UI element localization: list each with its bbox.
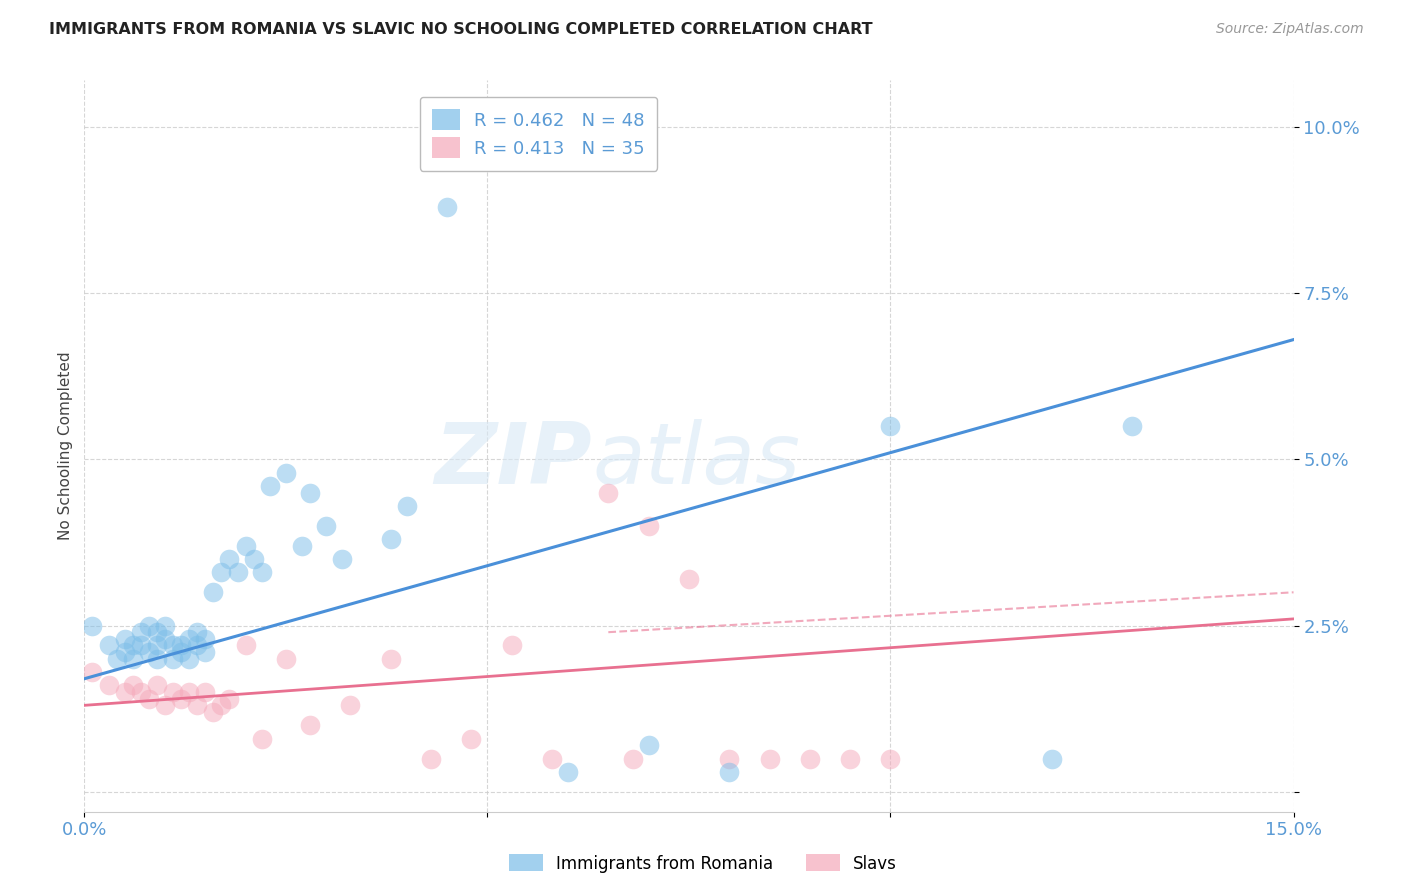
Point — [339, 698, 361, 713]
Point — [138, 618, 160, 632]
Point — [138, 691, 160, 706]
Point — [179, 652, 201, 666]
Point — [153, 618, 176, 632]
Point — [718, 764, 741, 779]
Point — [259, 479, 281, 493]
Point — [186, 639, 208, 653]
Point — [153, 632, 176, 646]
Point — [209, 566, 232, 580]
Point — [202, 585, 225, 599]
Y-axis label: No Schooling Completed: No Schooling Completed — [58, 351, 73, 541]
Point — [97, 678, 120, 692]
Point — [274, 652, 297, 666]
Point — [209, 698, 232, 713]
Point — [420, 751, 443, 765]
Point — [299, 718, 322, 732]
Point — [330, 552, 353, 566]
Point — [226, 566, 249, 580]
Point — [557, 764, 579, 779]
Point — [799, 751, 821, 765]
Point — [129, 639, 152, 653]
Point — [718, 751, 741, 765]
Point — [162, 639, 184, 653]
Point — [194, 632, 217, 646]
Point — [202, 705, 225, 719]
Point — [162, 652, 184, 666]
Point — [179, 685, 201, 699]
Point — [598, 485, 620, 500]
Point — [758, 751, 780, 765]
Point — [138, 645, 160, 659]
Point — [179, 632, 201, 646]
Point — [218, 691, 240, 706]
Point — [839, 751, 862, 765]
Point — [82, 665, 104, 679]
Point — [541, 751, 564, 765]
Point — [162, 685, 184, 699]
Point — [621, 751, 644, 765]
Point — [291, 539, 314, 553]
Point — [1121, 419, 1143, 434]
Point — [146, 678, 169, 692]
Point — [186, 698, 208, 713]
Point — [194, 685, 217, 699]
Point — [129, 685, 152, 699]
Point — [114, 685, 136, 699]
Point — [250, 731, 273, 746]
Text: atlas: atlas — [592, 419, 800, 502]
Point — [186, 625, 208, 640]
Point — [250, 566, 273, 580]
Text: IMMIGRANTS FROM ROMANIA VS SLAVIC NO SCHOOLING COMPLETED CORRELATION CHART: IMMIGRANTS FROM ROMANIA VS SLAVIC NO SCH… — [49, 22, 873, 37]
Point — [170, 639, 193, 653]
Point — [380, 652, 402, 666]
Point — [146, 652, 169, 666]
Point — [1040, 751, 1063, 765]
Point — [194, 645, 217, 659]
Point — [82, 618, 104, 632]
Point — [879, 419, 901, 434]
Point — [460, 731, 482, 746]
Point — [146, 625, 169, 640]
Point — [242, 552, 264, 566]
Legend: R = 0.462   N = 48, R = 0.413   N = 35: R = 0.462 N = 48, R = 0.413 N = 35 — [420, 96, 657, 171]
Point — [315, 518, 337, 533]
Point — [235, 539, 257, 553]
Point — [436, 200, 458, 214]
Point — [114, 645, 136, 659]
Point — [97, 639, 120, 653]
Point — [218, 552, 240, 566]
Point — [121, 639, 143, 653]
Point — [395, 499, 418, 513]
Point — [170, 691, 193, 706]
Text: Source: ZipAtlas.com: Source: ZipAtlas.com — [1216, 22, 1364, 37]
Point — [121, 652, 143, 666]
Point — [637, 738, 659, 752]
Point — [146, 639, 169, 653]
Point — [129, 625, 152, 640]
Point — [170, 645, 193, 659]
Point — [235, 639, 257, 653]
Point — [879, 751, 901, 765]
Point — [380, 532, 402, 546]
Text: ZIP: ZIP — [434, 419, 592, 502]
Point — [501, 639, 523, 653]
Point — [274, 466, 297, 480]
Point — [153, 698, 176, 713]
Point — [105, 652, 128, 666]
Legend: Immigrants from Romania, Slavs: Immigrants from Romania, Slavs — [502, 847, 904, 880]
Point — [299, 485, 322, 500]
Point — [637, 518, 659, 533]
Point — [121, 678, 143, 692]
Point — [114, 632, 136, 646]
Point — [678, 572, 700, 586]
